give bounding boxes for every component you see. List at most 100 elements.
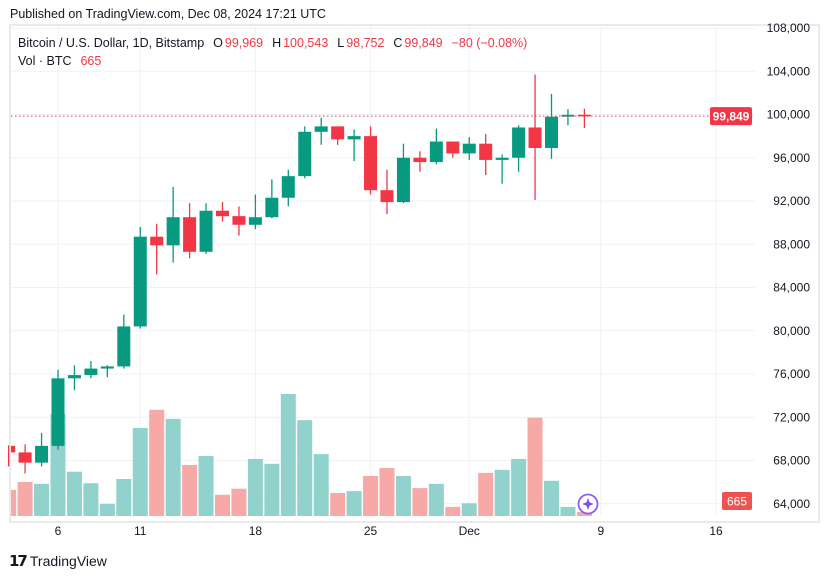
candle-body	[248, 217, 262, 225]
candle-body	[413, 157, 427, 163]
y-tick-label: 64,000	[773, 497, 810, 511]
volume-bar	[428, 483, 444, 516]
candle-body	[150, 236, 164, 246]
candle-body	[265, 197, 279, 218]
volume-bar	[264, 463, 280, 516]
published-caption: Published on TradingView.com, Dec 08, 20…	[10, 7, 326, 21]
y-tick-label: 100,000	[767, 108, 811, 122]
volume-bar	[11, 489, 17, 516]
y-tick-label: 88,000	[773, 237, 810, 251]
price-tag: 99,849	[713, 110, 750, 124]
volume-bar	[330, 492, 346, 516]
x-tick-label: Dec	[459, 524, 480, 538]
y-tick-label: 76,000	[773, 367, 810, 381]
volume-bar	[198, 455, 214, 516]
footer-brand[interactable]: 𝟭𝟳 TradingView	[9, 552, 107, 570]
candle-body	[51, 378, 65, 446]
candle-body	[347, 136, 361, 140]
volume-bar	[527, 417, 543, 516]
change-value: −80 (−0.08%)	[451, 36, 528, 50]
x-tick-label: 6	[55, 524, 62, 538]
candle-body	[84, 368, 98, 376]
candle-body	[545, 116, 558, 149]
volume-bar	[363, 475, 379, 516]
chart-frame	[9, 24, 820, 523]
volume-label: Vol · BTC	[18, 54, 72, 68]
candle-body	[35, 445, 49, 463]
candle-body	[67, 375, 81, 379]
candle-body	[166, 217, 180, 246]
y-tick-label: 104,000	[767, 64, 811, 78]
candle-body	[512, 127, 526, 158]
volume-bar	[17, 482, 33, 516]
volume-bar	[313, 454, 329, 516]
volume-bar	[445, 506, 461, 516]
low-value: 98,752	[346, 36, 385, 50]
volume-bar	[132, 427, 148, 516]
candle-body	[479, 143, 493, 160]
x-tick-label: 25	[364, 524, 378, 538]
high-value: 100,543	[283, 36, 329, 50]
volume-bar	[379, 468, 395, 516]
candle-body	[462, 143, 476, 154]
volume-bar	[412, 488, 428, 516]
volume-bar	[165, 418, 181, 516]
candle-body	[380, 190, 394, 203]
volume-bar	[83, 483, 99, 516]
symbol-label[interactable]: Bitcoin / U.S. Dollar, 1D, Bitstamp	[18, 36, 205, 50]
volume-bar	[576, 511, 592, 516]
volume-bar	[494, 469, 510, 516]
y-tick-label: 80,000	[773, 324, 810, 338]
candle-body	[298, 131, 312, 177]
candle-body	[281, 176, 295, 198]
candle-body	[429, 141, 443, 163]
tradingview-logo-icon: 𝟭𝟳	[9, 553, 28, 570]
chart-legend: Bitcoin / U.S. Dollar, 1D, Bitstamp O 99,…	[18, 34, 529, 70]
volume-value: 665	[80, 54, 102, 68]
volume-tag: 665	[727, 495, 747, 509]
y-tick-label: 108,000	[767, 21, 811, 35]
volume-bar	[247, 458, 263, 516]
y-tick-label: 96,000	[773, 151, 810, 165]
close-label: C	[393, 36, 403, 50]
y-tick-label: 92,000	[773, 194, 810, 208]
volume-bar	[544, 480, 559, 516]
close-value: 99,849	[404, 36, 443, 50]
sparkle-icon	[582, 498, 594, 510]
open-label: O	[213, 36, 223, 50]
open-value: 99,969	[224, 36, 264, 50]
y-tick-label: 68,000	[773, 454, 810, 468]
y-tick-label: 72,000	[773, 410, 810, 424]
candle-body	[232, 216, 246, 225]
candle-body	[199, 210, 213, 252]
volume-tag-bg	[722, 492, 752, 510]
candle-body	[18, 452, 32, 463]
volume-bar	[116, 478, 132, 516]
candle-body	[446, 141, 460, 154]
candle-body	[117, 326, 131, 367]
volume-bar	[231, 488, 247, 516]
x-tick-label: 16	[709, 524, 723, 538]
volume-bar	[66, 471, 82, 516]
candle-body	[11, 445, 16, 453]
x-tick-label: 9	[598, 524, 605, 538]
x-tick-label: 18	[249, 524, 263, 538]
volume-bar	[149, 409, 165, 516]
volume-bar	[395, 475, 411, 516]
brand-name: TradingView	[29, 553, 107, 569]
candle-body	[183, 217, 197, 252]
volume-bar	[511, 458, 527, 516]
high-label: H	[272, 36, 282, 50]
candle-body	[495, 157, 509, 160]
candle-body	[528, 127, 542, 149]
candle-body	[133, 236, 147, 327]
price-tag-bg	[710, 107, 752, 126]
candle-body	[216, 210, 229, 217]
volume-bar	[461, 503, 477, 516]
low-label: L	[337, 36, 345, 50]
y-tick-label: 84,000	[773, 281, 810, 295]
x-tick-label: 11	[134, 524, 147, 538]
volume-bar	[34, 483, 50, 516]
volume-bar	[478, 472, 494, 516]
